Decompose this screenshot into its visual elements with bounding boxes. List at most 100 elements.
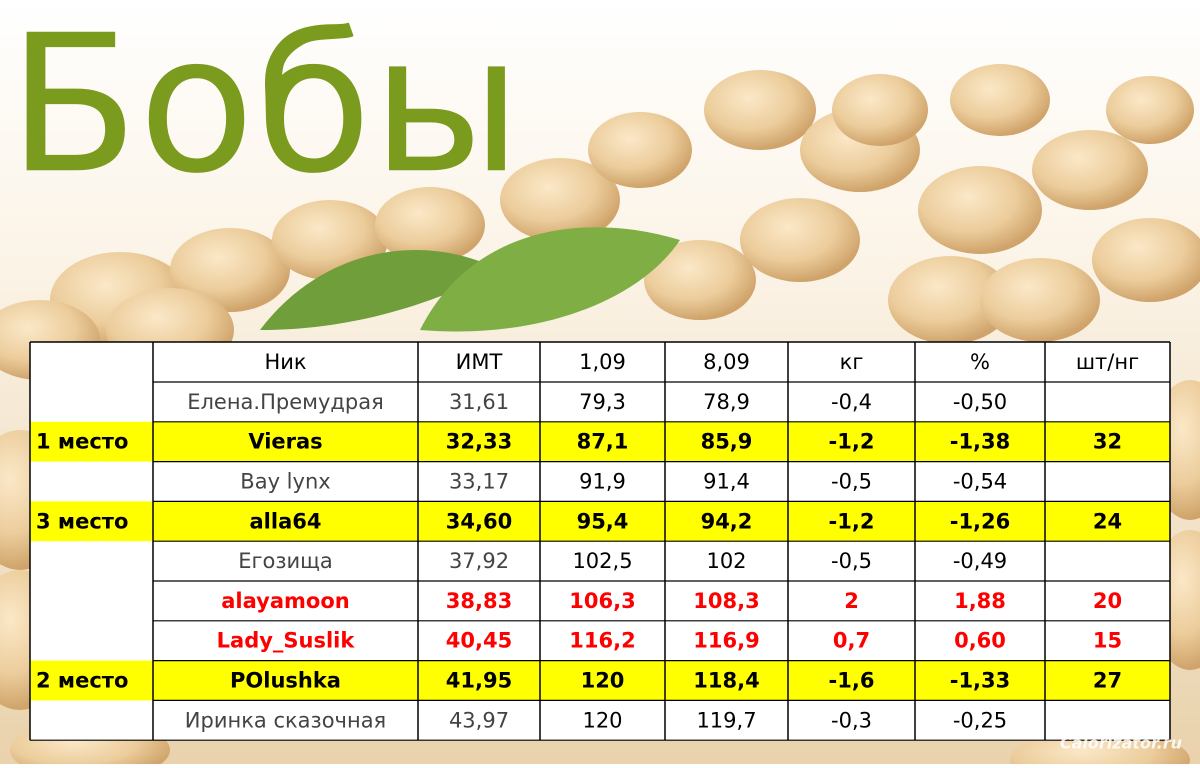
header-cell: шт/нг (1076, 350, 1139, 374)
cell-fill (1045, 581, 1170, 621)
cell: 95,4 (577, 509, 629, 533)
cell: 119,7 (696, 708, 756, 732)
leaf (420, 227, 680, 332)
cell: 94,2 (701, 509, 753, 533)
cell-fill (418, 581, 540, 621)
bean (588, 112, 692, 188)
cell: 2 место (36, 669, 128, 693)
cell: alla64 (250, 509, 322, 533)
bean (1092, 218, 1200, 302)
cell: -1,2 (829, 430, 875, 454)
cell-fill (418, 700, 540, 741)
bean (644, 240, 756, 320)
cell: 20 (1093, 589, 1122, 613)
cell: alayamoon (221, 589, 349, 613)
cell-fill (788, 382, 915, 422)
cell-fill (915, 700, 1045, 741)
cell: -0,5 (831, 470, 872, 494)
cell: -1,2 (829, 509, 875, 533)
cell: 0,7 (833, 629, 870, 653)
cell: 27 (1093, 669, 1122, 693)
cell: 0,60 (954, 629, 1006, 653)
cell-fill (1045, 421, 1170, 462)
cell-fill (788, 700, 915, 741)
cell: 32,33 (446, 430, 512, 454)
cell-fill (665, 581, 788, 621)
cell-fill (153, 461, 418, 502)
cell-fill (30, 501, 153, 542)
cell-fill (418, 461, 540, 502)
cell-fill (665, 501, 788, 542)
cell-fill (665, 421, 788, 462)
cell-fill (540, 541, 665, 581)
cell-fill (153, 501, 418, 542)
cell: 116,2 (569, 629, 635, 653)
header-cell: % (970, 350, 990, 374)
cell: Елена.Премудрая (187, 390, 384, 414)
cell-fill (788, 501, 915, 542)
title: Бобы (8, 0, 522, 215)
cell-fill (665, 700, 788, 741)
cell: 102,5 (572, 549, 632, 573)
cell-fill (540, 581, 665, 621)
cell-fill (915, 620, 1045, 661)
cell-fill (665, 660, 788, 701)
cell: 37,92 (449, 549, 509, 573)
cell: -1,6 (829, 669, 875, 693)
cell-fill (788, 421, 915, 462)
cell-fill (1045, 541, 1170, 581)
cell: -0,4 (831, 390, 872, 414)
cell: 1,88 (954, 589, 1006, 613)
cell-fill (665, 461, 788, 502)
cell-fill (540, 620, 665, 661)
cell-fill (153, 620, 418, 661)
cell-fill (1045, 382, 1170, 422)
cell: -0,25 (953, 708, 1007, 732)
cell: -0,3 (831, 708, 872, 732)
header-cell: ИМТ (456, 350, 503, 374)
cell-fill (418, 541, 540, 581)
bean (950, 64, 1050, 136)
cell: 40,45 (446, 629, 512, 653)
cell-fill (915, 382, 1045, 422)
cell-fill (153, 541, 418, 581)
cell: 2 (844, 589, 859, 613)
table: Ник ИМТ 1,09 8,09 кг% шт/нг Елена.Премудрая 31,… (29, 341, 1171, 741)
cell: 79,3 (579, 390, 626, 414)
cell-fill (1045, 660, 1170, 701)
cell-fill (788, 461, 915, 502)
cell: -0,49 (953, 549, 1007, 573)
cell-fill (153, 700, 418, 741)
cell-fill (665, 382, 788, 422)
cell: 43,97 (449, 708, 509, 732)
cell: -1,26 (950, 509, 1011, 533)
header-cell: 8,09 (703, 350, 750, 374)
cell-fill (915, 541, 1045, 581)
cell: 116,9 (693, 629, 759, 653)
cell: -0,5 (831, 549, 872, 573)
cell-fill (153, 382, 418, 422)
cell-fill (540, 421, 665, 462)
cell-fill (540, 660, 665, 701)
cell-fill (915, 461, 1045, 502)
cell: -1,38 (950, 430, 1011, 454)
cell-fill (540, 501, 665, 542)
bean (888, 256, 1012, 344)
cell-fill (153, 581, 418, 621)
cell: 102 (706, 549, 746, 573)
cell-fill (418, 620, 540, 661)
cell: 78,9 (703, 390, 750, 414)
bean (375, 187, 485, 263)
cell-fill (915, 501, 1045, 542)
cell: -1,33 (950, 669, 1011, 693)
cell-fill (540, 382, 665, 422)
cell: 91,9 (579, 470, 626, 494)
cell-fill (788, 660, 915, 701)
cell-fill (1045, 461, 1170, 502)
cell: 106,3 (569, 589, 635, 613)
bean (1106, 76, 1194, 144)
cell: 38,83 (446, 589, 512, 613)
bean (704, 70, 816, 150)
